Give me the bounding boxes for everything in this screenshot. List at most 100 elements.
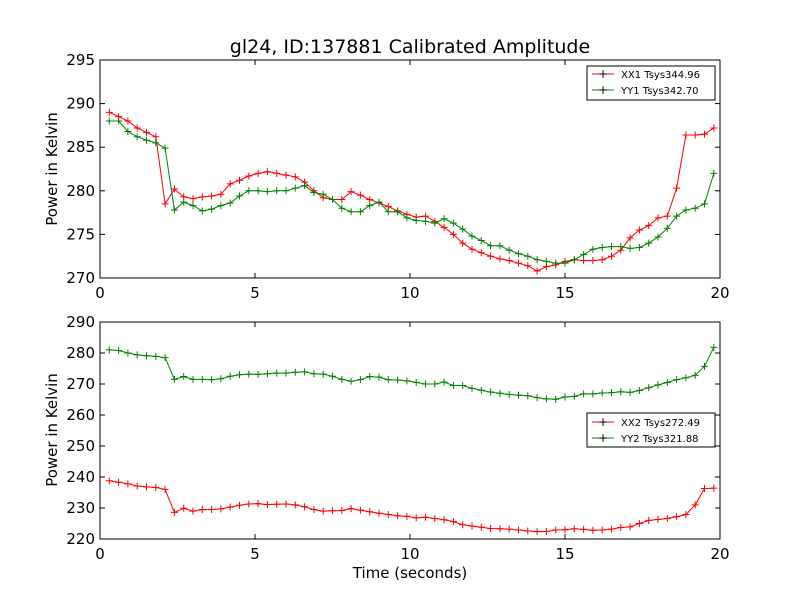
top-series-0-point bbox=[263, 168, 271, 176]
bottom-legend-box bbox=[586, 412, 716, 448]
bottom-series-0-point bbox=[552, 526, 560, 534]
bottom-series-0-point bbox=[682, 511, 690, 519]
top-series-0-point bbox=[273, 169, 281, 177]
bottom-series-1-point bbox=[310, 370, 318, 378]
top-series-1-point bbox=[143, 136, 150, 144]
top-series-0-point bbox=[701, 130, 708, 138]
bottom-series-0-point bbox=[608, 525, 615, 533]
top-series-1-point bbox=[710, 169, 718, 177]
top-ytick-label: 295 bbox=[66, 51, 95, 69]
top-series-1-point bbox=[217, 202, 225, 210]
top-series-1-point bbox=[505, 246, 513, 254]
top-series-1-line bbox=[109, 120, 715, 264]
bottom-series-0-point bbox=[245, 500, 253, 508]
top-legend-box bbox=[586, 65, 716, 101]
top-series-0-point bbox=[208, 192, 216, 200]
top-ylabel: Power in Kelvin bbox=[43, 112, 61, 226]
top-series-0-point bbox=[291, 173, 299, 181]
bottom-xtick-label: 5 bbox=[250, 545, 260, 563]
bottom-series-1-point bbox=[170, 375, 178, 383]
bottom-legend: + XX2 Tsys272.49 + YY2 Tsys321.88 bbox=[586, 412, 716, 448]
top-legend: + XX1 Tsys344.96 + YY1 Tsys342.70 bbox=[586, 65, 716, 101]
top-series-0-point bbox=[217, 190, 225, 198]
top-series-1-point bbox=[301, 182, 309, 190]
top-series-0-point bbox=[533, 267, 541, 275]
top-series-0-point bbox=[496, 255, 504, 263]
bottom-series-0-point bbox=[236, 501, 243, 509]
top-series-0-point bbox=[477, 249, 485, 257]
top-series-0-point bbox=[645, 222, 653, 230]
bottom-series-1-point bbox=[710, 343, 718, 351]
bottom-series-0-point bbox=[505, 525, 513, 533]
top-xtick-label: 0 bbox=[95, 284, 105, 302]
top-series-1-point bbox=[608, 243, 615, 251]
bottom-series-0-point bbox=[254, 500, 262, 508]
bottom-series-0-point bbox=[356, 506, 364, 514]
bottom-series-1-point bbox=[440, 378, 448, 386]
top-ytick-label: 280 bbox=[66, 182, 95, 200]
bottom-series-0-point bbox=[226, 503, 234, 511]
bottom-series-1-point bbox=[608, 389, 615, 397]
bottom-series-0-point bbox=[263, 501, 271, 509]
bottom-series-1-point bbox=[459, 382, 467, 390]
bottom-series-0-point bbox=[617, 524, 625, 532]
bottom-series-1-point bbox=[133, 351, 141, 359]
top-series-0-point bbox=[710, 124, 718, 132]
top-series-0-point bbox=[598, 256, 606, 264]
bottom-series-0-point bbox=[319, 507, 327, 515]
legend-marker-xx1: + bbox=[598, 67, 608, 81]
bottom-series-0-point bbox=[124, 480, 132, 488]
top-series-1-point bbox=[701, 200, 708, 208]
top-series-1-point bbox=[477, 237, 485, 245]
bottom-series-0-point bbox=[542, 528, 550, 536]
top-xtick-label: 10 bbox=[400, 284, 419, 302]
top-series-1-point bbox=[198, 207, 206, 215]
legend-label-xx1: XX1 Tsys344.96 bbox=[621, 70, 700, 81]
bottom-series-0-point bbox=[440, 516, 448, 524]
bottom-series-1-point bbox=[580, 390, 588, 398]
bottom-series-1-point bbox=[542, 395, 550, 403]
bottom-ticks: 0 5 10 15 20 220 230 240 250 260 270 280 290 bbox=[66, 313, 729, 563]
bottom-ytick-label: 240 bbox=[66, 468, 95, 486]
bottom-series-0-point bbox=[394, 512, 402, 520]
bottom-series-1-point bbox=[691, 371, 699, 379]
top-series-1-point bbox=[236, 192, 243, 200]
bottom-series-1-point bbox=[663, 378, 671, 386]
bottom-series-1-point bbox=[329, 372, 336, 380]
top-series-1-point bbox=[580, 250, 588, 258]
bottom-series-0-point bbox=[449, 518, 457, 526]
bottom-series-0-point bbox=[310, 506, 318, 514]
top-series-0-point bbox=[580, 257, 588, 265]
bottom-series-0-point bbox=[422, 513, 429, 521]
bottom-series-0-point bbox=[329, 507, 336, 515]
top-series-0-point bbox=[440, 223, 448, 231]
bottom-series-1-point bbox=[189, 375, 197, 383]
bottom-xtick-label: 10 bbox=[400, 545, 419, 563]
bottom-ytick-label: 250 bbox=[66, 437, 95, 455]
top-series-1-point bbox=[422, 217, 429, 225]
top-series-1-point bbox=[431, 219, 439, 227]
top-series-0-point bbox=[635, 226, 643, 234]
top-series-0-point bbox=[366, 196, 374, 204]
bottom-series-1-point bbox=[422, 380, 429, 388]
top-series-0-point bbox=[347, 188, 355, 196]
top-series-1-point bbox=[319, 190, 327, 198]
bottom-series-0-point bbox=[561, 526, 569, 534]
bottom-series-0-point bbox=[691, 501, 699, 509]
top-series-1-point bbox=[589, 245, 597, 253]
bottom-series-1-point bbox=[375, 373, 383, 381]
bottom-series-1-point bbox=[635, 387, 643, 395]
bottom-series-1-point bbox=[552, 395, 560, 403]
top-series-1-point bbox=[105, 117, 113, 125]
bottom-series-1-point bbox=[236, 371, 243, 379]
bottom-series-0-point bbox=[375, 509, 383, 517]
bottom-series-0-point bbox=[189, 507, 197, 515]
top-series-1-point bbox=[124, 128, 132, 136]
bottom-series-0-point bbox=[477, 523, 485, 531]
top-series-0-point bbox=[236, 176, 243, 184]
top-series-1-point bbox=[310, 189, 318, 197]
legend-label-yy1: YY1 Tsys342.70 bbox=[620, 86, 699, 97]
bottom-series-1-point bbox=[505, 391, 513, 399]
bottom-series-0-line bbox=[109, 480, 714, 533]
